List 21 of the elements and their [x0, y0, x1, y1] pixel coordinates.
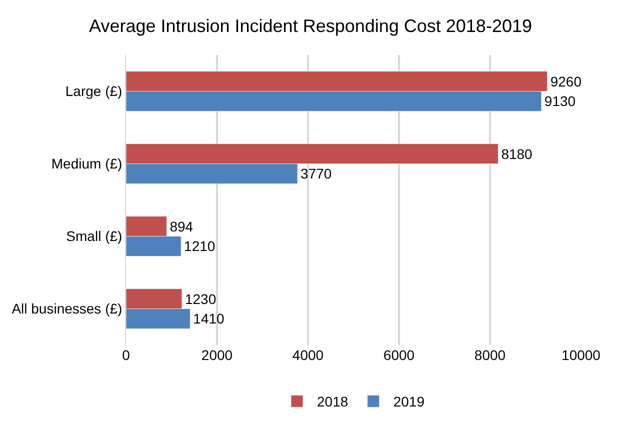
legend-label: 2019: [393, 394, 425, 410]
data-label: 1230: [184, 290, 216, 307]
y-tick-label: Medium (£): [51, 156, 122, 172]
x-tick-label: 6000: [383, 347, 415, 363]
x-tick-label: 8000: [474, 347, 506, 363]
data-label: 9260: [550, 73, 582, 90]
data-label: 894: [170, 218, 194, 234]
y-tick-label: Large (£): [65, 83, 122, 100]
y-tick-label: All businesses (£): [12, 300, 122, 317]
x-tick-label: 2000: [201, 347, 233, 363]
data-label: 9130: [544, 93, 576, 110]
data-label: 8180: [501, 146, 533, 162]
data-label: 3770: [300, 166, 332, 182]
y-tick-label: Small (£): [66, 228, 122, 244]
chart-title: Average Intrusion Incident Responding Cost 2018-2019: [89, 16, 532, 36]
data-label: 1210: [184, 238, 216, 254]
legend-label: 2018: [317, 394, 348, 410]
x-tick-label: 4000: [292, 347, 324, 363]
x-tick-label: 0: [122, 347, 130, 363]
x-tick-label: 10000: [562, 347, 601, 363]
data-label: 1410: [193, 310, 225, 327]
